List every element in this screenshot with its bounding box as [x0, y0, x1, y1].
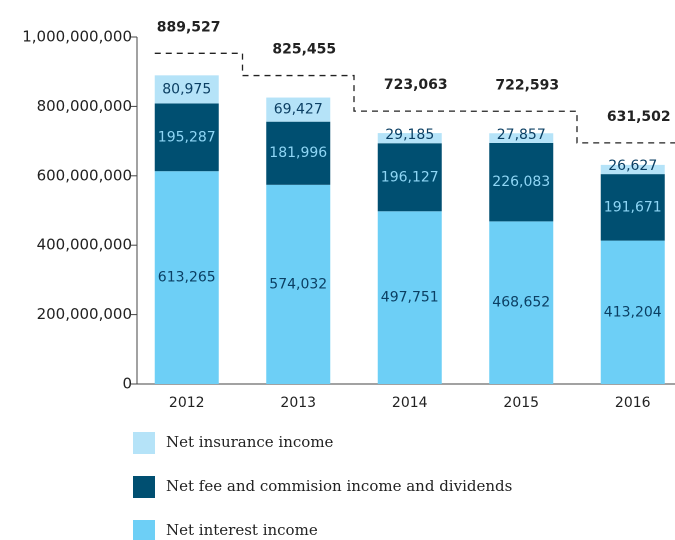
legend-swatch — [133, 432, 155, 454]
legend-swatch — [133, 476, 155, 498]
y-tick-label: 400,000,000 — [37, 236, 132, 254]
segment-label: 80,975 — [162, 81, 211, 97]
segment-label: 27,857 — [497, 127, 546, 143]
y-tick-label: 200,000,000 — [37, 305, 132, 323]
total-label: 889,527 — [157, 19, 221, 35]
bar-segment — [377, 211, 442, 384]
bar-segment — [154, 171, 219, 384]
x-tick-label: 2016 — [615, 395, 651, 411]
y-tick-label: 800,000,000 — [37, 97, 132, 115]
segment-label: 468,652 — [492, 295, 550, 311]
segment-label: 613,265 — [158, 270, 216, 286]
total-label: 825,455 — [272, 42, 336, 58]
x-tick-label: 2012 — [169, 395, 205, 411]
segment-label: 574,032 — [269, 276, 327, 292]
bar-segment — [266, 97, 331, 122]
segment-label: 196,127 — [381, 169, 439, 185]
bar-segment — [266, 121, 331, 185]
legend-label: Net insurance income — [166, 433, 334, 451]
bar-segment — [154, 75, 219, 104]
bar-segment — [489, 142, 554, 222]
bar-segment — [377, 143, 442, 212]
bar-segment — [600, 240, 665, 384]
y-tick-label: 0 — [122, 375, 132, 393]
bar-segment — [489, 221, 554, 384]
bar-segment — [154, 103, 219, 172]
segment-label: 69,427 — [274, 102, 323, 118]
segment-label: 413,204 — [604, 304, 662, 320]
x-tick-label: 2015 — [503, 395, 539, 411]
y-tick-label: 600,000,000 — [37, 166, 132, 184]
total-label: 723,063 — [384, 77, 448, 93]
segment-label: 226,083 — [492, 174, 550, 190]
segment-label: 195,287 — [158, 129, 216, 145]
bar-segment — [489, 133, 554, 143]
segment-label: 29,185 — [385, 127, 434, 143]
x-tick-label: 2014 — [392, 395, 428, 411]
y-tick-label: 1,000,000,000 — [22, 28, 132, 46]
bar-segment — [600, 174, 665, 241]
segment-label: 497,751 — [381, 290, 439, 306]
legend-label: Net interest income — [166, 521, 318, 539]
bar-segment — [266, 184, 331, 384]
total-label: 722,593 — [495, 77, 559, 93]
segment-label: 181,996 — [269, 145, 327, 161]
x-tick-label: 2013 — [280, 395, 316, 411]
total-label: 631,502 — [607, 109, 671, 125]
bar-segment — [377, 133, 442, 144]
total-line — [154, 52, 675, 144]
legend-label: Net fee and commision income and dividen… — [166, 477, 512, 495]
segment-label: 191,671 — [604, 199, 662, 215]
bar-segment — [600, 164, 665, 175]
segment-label: 26,627 — [608, 158, 657, 174]
legend-swatch — [133, 520, 155, 540]
